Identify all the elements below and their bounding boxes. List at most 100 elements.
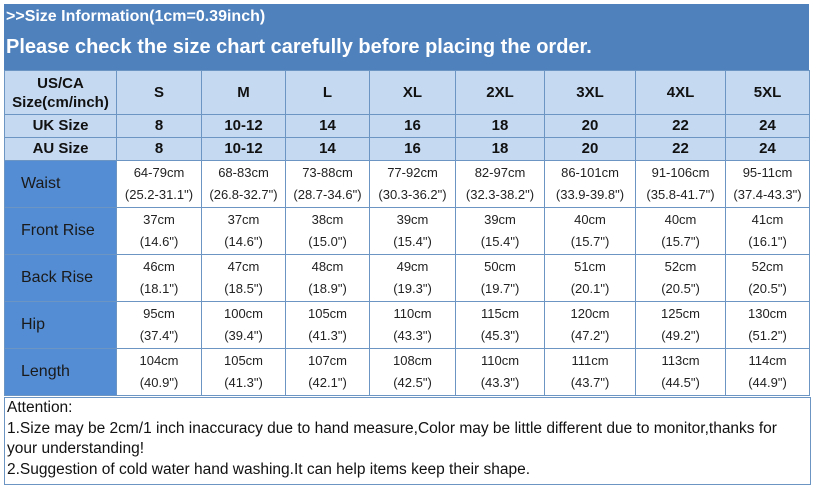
measure-cell: 108cm (42.5") (369, 348, 456, 396)
inch-value: (16.1") (748, 234, 787, 249)
cm-value: 110cm (393, 306, 432, 321)
uk-size-row: UK Size 8 10-12 14 16 18 20 22 24 (4, 114, 810, 138)
measure-cell: 130cm (51.2") (725, 301, 810, 349)
inch-value: (15.7") (570, 234, 610, 249)
inch-value: (20.1") (570, 281, 610, 296)
inch-value: (14.6") (224, 234, 263, 249)
inch-value: (33.9-39.8") (555, 187, 625, 202)
measure-cell: 105cm (41.3") (201, 348, 286, 396)
size-cell: 16 (369, 114, 456, 138)
measure-cell: 39cm (15.4") (369, 207, 456, 255)
row-label: UK Size (4, 114, 117, 138)
inch-value: (18.1") (139, 281, 179, 296)
inch-value: (44.5") (661, 375, 700, 390)
inch-value: (20.5") (661, 281, 700, 296)
measure-cell: 113cm (44.5") (635, 348, 726, 396)
inch-value: (43.3") (393, 328, 432, 343)
size-cell: 24 (725, 114, 810, 138)
cm-value: 82-97cm (474, 165, 526, 180)
size-cell: 8 (116, 114, 202, 138)
attention-notes: Attention: 1.Size may be 2cm/1 inch inac… (4, 397, 811, 485)
cm-value: 77-92cm (387, 165, 438, 180)
attention-note-1: 1.Size may be 2cm/1 inch inaccuracy due … (7, 419, 777, 458)
cm-value: 47cm (227, 259, 260, 274)
size-cell: 20 (544, 137, 636, 161)
attention-title: Attention: (7, 399, 73, 416)
measure-label: Waist (4, 160, 117, 208)
size-cell: 14 (285, 114, 370, 138)
size-cell: 16 (369, 137, 456, 161)
inch-value: (26.8-32.7") (209, 187, 278, 202)
size-cell: 18 (455, 137, 545, 161)
measure-cell: 48cm (18.9") (285, 254, 370, 302)
measure-cell: 115cm (45.3") (455, 301, 545, 349)
size-cell: 22 (635, 114, 726, 138)
measure-cell: 46cm (18.1") (116, 254, 202, 302)
measure-cell: 82-97cm (32.3-38.2") (455, 160, 545, 208)
measure-cell: 52cm (20.5") (725, 254, 810, 302)
measure-cell: 86-101cm (33.9-39.8") (544, 160, 636, 208)
inch-value: (41.3") (308, 328, 347, 343)
inch-value: (39.4") (224, 328, 263, 343)
size-cell: 3XL (544, 70, 636, 115)
cm-value: 111cm (571, 353, 609, 368)
measure-row: Back Rise 46cm (18.1") 47cm (18.5") 48cm (18.9… (4, 254, 810, 302)
measure-cell: 64-79cm (25.2-31.1") (116, 160, 202, 208)
size-chart-notice: Please check the size chart carefully be… (6, 36, 592, 58)
measure-cell: 49cm (19.3") (369, 254, 456, 302)
measure-cell: 110cm (43.3") (455, 348, 545, 396)
measure-cell: 77-92cm (30.3-36.2") (369, 160, 456, 208)
measure-cell: 107cm (42.1") (285, 348, 370, 396)
inch-value: (15.0") (308, 234, 347, 249)
inch-value: (43.3") (480, 375, 520, 390)
cm-value: 68-83cm (218, 165, 269, 180)
size-info-title: >>Size Information(1cm=0.39inch) (6, 8, 266, 25)
cm-value: 115cm (480, 306, 520, 321)
measure-cell: 120cm (47.2") (544, 301, 636, 349)
cm-value: 46cm (143, 259, 175, 274)
cm-value: 39cm (396, 212, 429, 227)
cm-value: 86-101cm (561, 165, 619, 180)
attention-note-2: 2.Suggestion of cold water hand washing.… (7, 460, 531, 478)
measure-label: Front Rise (4, 207, 117, 255)
inch-value: (15.4") (480, 234, 520, 249)
cm-value: 125cm (660, 306, 701, 321)
measure-cell: 37cm (14.6") (116, 207, 202, 255)
cm-value: 113cm (661, 353, 700, 368)
inch-value: (14.6") (139, 234, 179, 249)
measure-row: Waist 64-79cm (25.2-31.1") 68-83cm (26.8-32.… (4, 160, 810, 208)
measure-cell: 50cm (19.7") (455, 254, 545, 302)
measure-cell: 52cm (20.5") (635, 254, 726, 302)
cm-value: 49cm (396, 259, 429, 274)
inch-value: (32.3-38.2") (465, 187, 535, 202)
cm-value: 105cm (223, 353, 264, 368)
cm-value: 95-11cm (742, 165, 793, 180)
cm-value: 107cm (307, 353, 348, 368)
inch-value: (19.7") (480, 281, 520, 296)
cm-value: 39cm (484, 212, 516, 227)
size-cell: XL (369, 70, 456, 115)
header-band: >>Size Information(1cm=0.39inch) Please … (4, 4, 809, 70)
size-cell: S (116, 70, 202, 115)
measure-cell: 114cm (44.9") (725, 348, 810, 396)
cm-value: 91-106cm (651, 165, 710, 180)
measure-row: Front Rise 37cm (14.6") 37cm (14.6") 38cm (15.… (4, 207, 810, 255)
cm-value: 40cm (574, 212, 606, 227)
measure-cell: 95cm (37.4") (116, 301, 202, 349)
size-cell: 8 (116, 137, 202, 161)
inch-value: (43.7") (570, 375, 610, 390)
inch-value: (35.8-41.7") (646, 187, 715, 202)
cm-value: 50cm (484, 259, 516, 274)
measure-row: Hip 95cm (37.4") 100cm (39.4") 105cm (41.3") 11… (4, 301, 810, 349)
inch-value: (20.5") (748, 281, 787, 296)
cm-value: 48cm (311, 259, 344, 274)
size-cell: 4XL (635, 70, 726, 115)
cm-value: 37cm (227, 212, 260, 227)
inch-value: (51.2") (748, 328, 787, 343)
cm-value: 100cm (223, 306, 264, 321)
cm-value: 108cm (392, 353, 433, 368)
cm-value: 41cm (751, 212, 784, 227)
cm-value: 120cm (570, 306, 610, 321)
au-size-row: AU Size 8 10-12 14 16 18 20 22 24 (4, 137, 810, 161)
